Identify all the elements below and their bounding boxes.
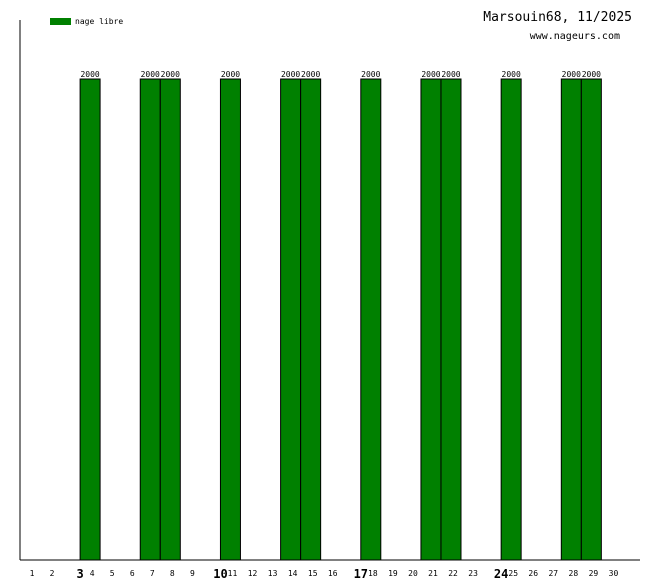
bar-labels-group: 2000 2000 2000 2000 2000 2000 2000 2000 2000 2000… bbox=[80, 70, 601, 79]
bar-day-17 bbox=[360, 78, 382, 561]
bar-value-label: 2000 bbox=[441, 70, 460, 79]
x-tick-label: 24 bbox=[494, 567, 508, 580]
legend-label: nage libre bbox=[75, 17, 124, 26]
site-url: www.nageurs.com bbox=[529, 31, 620, 42]
bar-day-28 bbox=[580, 78, 602, 561]
x-tick-label: 13 bbox=[268, 569, 278, 578]
bar-value-label: 2000 bbox=[301, 70, 320, 79]
x-tick-label: 19 bbox=[388, 569, 398, 578]
bar-value-label: 2000 bbox=[361, 70, 380, 79]
bar-day-27 bbox=[560, 78, 582, 561]
x-tick-label: 14 bbox=[288, 569, 298, 578]
x-tick-label: 23 bbox=[468, 569, 478, 578]
bar-day-21 bbox=[440, 78, 462, 561]
x-tick-label: 30 bbox=[609, 569, 619, 578]
legend-swatch bbox=[50, 18, 71, 25]
x-tick-label: 28 bbox=[569, 569, 579, 578]
x-tick-label: 5 bbox=[110, 569, 115, 578]
x-tick-label: 16 bbox=[328, 569, 338, 578]
bar-day-24 bbox=[500, 78, 522, 561]
x-tick-label: 6 bbox=[130, 569, 135, 578]
bar-day-3 bbox=[79, 78, 101, 561]
x-tick-label: 26 bbox=[528, 569, 538, 578]
x-tick-label: 12 bbox=[248, 569, 258, 578]
bar-day-13 bbox=[280, 78, 302, 561]
x-tick-label: 17 bbox=[354, 567, 368, 580]
x-tick-label: 22 bbox=[448, 569, 458, 578]
x-tick-label: 7 bbox=[150, 569, 155, 578]
bar-value-label: 2000 bbox=[562, 70, 581, 79]
bars-group bbox=[79, 78, 602, 561]
bar-day-7 bbox=[159, 78, 181, 561]
x-tick-labels: 1 2 3 4 5 6 7 8 9 10 11 12 13 14 15 16 17 18 19 20 21 22 23 24 2… bbox=[30, 567, 619, 580]
x-tick-label: 27 bbox=[548, 569, 558, 578]
x-tick-label: 21 bbox=[428, 569, 438, 578]
x-tick-label: 15 bbox=[308, 569, 318, 578]
x-tick-label: 25 bbox=[508, 569, 518, 578]
x-tick-label: 29 bbox=[589, 569, 599, 578]
bar-day-14 bbox=[300, 78, 322, 561]
bar-value-label: 2000 bbox=[502, 70, 521, 79]
x-tick-label: 11 bbox=[228, 569, 238, 578]
bar-day-10 bbox=[219, 78, 241, 561]
bar-value-label: 2000 bbox=[221, 70, 240, 79]
x-tick-label: 10 bbox=[213, 567, 227, 580]
bar-day-6 bbox=[139, 78, 161, 561]
x-tick-label: 1 bbox=[30, 569, 35, 578]
x-tick-label: 3 bbox=[76, 567, 83, 580]
bar-value-label: 2000 bbox=[582, 70, 601, 79]
bar-value-label: 2000 bbox=[80, 70, 99, 79]
bar-day-20 bbox=[420, 78, 442, 561]
bar-value-label: 2000 bbox=[281, 70, 300, 79]
legend: nage libre bbox=[50, 17, 123, 26]
bar-value-label: 2000 bbox=[161, 70, 180, 79]
x-tick-label: 20 bbox=[408, 569, 418, 578]
bar-value-label: 2000 bbox=[141, 70, 160, 79]
bar-value-label: 2000 bbox=[421, 70, 440, 79]
x-tick-label: 8 bbox=[170, 569, 175, 578]
x-tick-label: 4 bbox=[90, 569, 95, 578]
chart-title: Marsouin68, 11/2025 bbox=[483, 10, 632, 25]
x-tick-label: 9 bbox=[190, 569, 195, 578]
x-tick-label: 18 bbox=[368, 569, 378, 578]
x-tick-label: 2 bbox=[50, 569, 55, 578]
